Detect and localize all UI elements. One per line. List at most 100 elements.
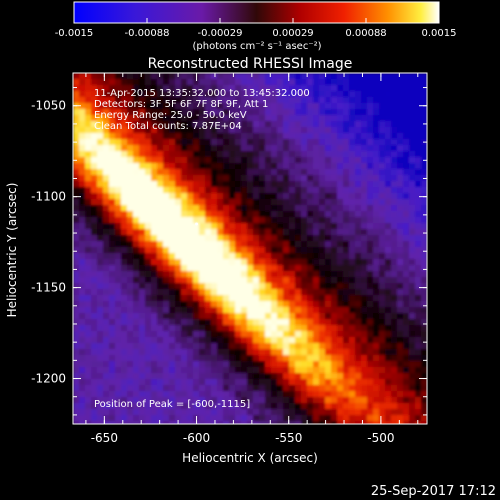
heatmap-cell xyxy=(415,355,422,362)
heatmap-cell xyxy=(325,79,332,86)
heatmap-cell xyxy=(283,325,290,332)
heatmap-cell xyxy=(421,289,427,296)
heatmap-cell xyxy=(121,307,128,314)
heatmap-cell xyxy=(223,367,230,374)
heatmap-cell xyxy=(289,235,296,242)
heatmap-cell xyxy=(349,73,356,80)
heatmap-cell xyxy=(127,217,134,224)
heatmap-cell xyxy=(235,139,242,146)
heatmap-cell xyxy=(409,379,416,386)
heatmap-cell xyxy=(307,127,314,134)
heatmap-cell xyxy=(193,295,200,302)
heatmap-cell xyxy=(175,139,182,146)
heatmap-cell xyxy=(355,265,362,272)
heatmap-cell xyxy=(193,121,200,128)
heatmap-cell xyxy=(361,211,368,218)
heatmap-cell xyxy=(373,205,380,212)
heatmap-cell xyxy=(103,361,110,368)
heatmap-cell xyxy=(325,109,332,116)
heatmap-cell xyxy=(301,379,308,386)
heatmap-cell xyxy=(367,349,374,356)
heatmap-cell xyxy=(391,151,398,158)
heatmap-cell xyxy=(271,283,278,290)
heatmap-cell xyxy=(193,337,200,344)
heatmap-cell xyxy=(79,175,86,182)
heatmap-cell xyxy=(373,343,380,350)
heatmap-cell xyxy=(97,121,104,128)
heatmap-cell xyxy=(367,235,374,242)
heatmap-cell xyxy=(109,325,116,332)
heatmap-cell xyxy=(91,175,98,182)
heatmap-cell xyxy=(247,97,254,104)
heatmap-cell xyxy=(169,403,176,410)
heatmap-cell xyxy=(79,79,86,86)
heatmap-cell xyxy=(187,385,194,392)
plot-frame xyxy=(72,72,428,425)
heatmap-cell xyxy=(151,415,158,422)
heatmap-cell xyxy=(253,349,260,356)
heatmap-cell xyxy=(277,265,284,272)
heatmap-cell xyxy=(247,325,254,332)
heatmap-cell xyxy=(211,229,218,236)
heatmap-cell xyxy=(271,133,278,140)
heatmap-cell xyxy=(139,367,146,374)
heatmap-cell xyxy=(313,331,320,338)
heatmap-cell xyxy=(109,307,116,314)
heatmap-cell xyxy=(421,271,427,278)
heatmap-cell xyxy=(217,415,224,422)
heatmap-cell xyxy=(307,343,314,350)
heatmap-cell xyxy=(259,391,266,398)
heatmap-cell xyxy=(97,79,104,86)
heatmap-cell xyxy=(91,187,98,194)
heatmap-cell xyxy=(325,397,332,404)
heatmap-cell xyxy=(271,85,278,92)
x-tick-label: -550 xyxy=(275,431,302,445)
heatmap-cell xyxy=(139,175,146,182)
heatmap-cell xyxy=(325,97,332,104)
heatmap-cell xyxy=(115,283,122,290)
heatmap-cell xyxy=(313,373,320,380)
heatmap-cell xyxy=(169,259,176,266)
heatmap-cell xyxy=(241,415,248,422)
heatmap-cell xyxy=(349,127,356,134)
heatmap-cell xyxy=(283,175,290,182)
heatmap-cell xyxy=(349,379,356,386)
heatmap-cell xyxy=(133,307,140,314)
heatmap-cell xyxy=(361,163,368,170)
heatmap-cell xyxy=(193,355,200,362)
heatmap-cell xyxy=(391,379,398,386)
heatmap-cell xyxy=(343,103,350,110)
heatmap-cell xyxy=(175,409,182,416)
heatmap-cell xyxy=(163,127,170,134)
heatmap-cell xyxy=(253,181,260,188)
heatmap-cell xyxy=(283,193,290,200)
heatmap-cell xyxy=(157,205,164,212)
heatmap-cell xyxy=(343,211,350,218)
heatmap-cell xyxy=(175,109,182,116)
heatmap-cell xyxy=(313,223,320,230)
heatmap-cell xyxy=(151,355,158,362)
annotation-counts: Clean Total counts: 7.87E+04 xyxy=(94,121,242,132)
heatmap-cell xyxy=(163,415,170,422)
heatmap-cell xyxy=(307,199,314,206)
heatmap-cell xyxy=(265,181,272,188)
heatmap-cell xyxy=(223,205,230,212)
heatmap-cell xyxy=(229,187,236,194)
heatmap-cell xyxy=(73,109,80,116)
heatmap-cell xyxy=(331,247,338,254)
heatmap-cell xyxy=(355,307,362,314)
heatmap-cell xyxy=(73,373,80,380)
heatmap-cell xyxy=(115,121,122,128)
heatmap-cell xyxy=(373,421,380,424)
heatmap-cell xyxy=(295,199,302,206)
heatmap-cell xyxy=(235,97,242,104)
heatmap-cell xyxy=(91,97,98,104)
heatmap-cell xyxy=(415,313,422,320)
heatmap-cell xyxy=(193,313,200,320)
heatmap-cell xyxy=(229,283,236,290)
heatmap-cell xyxy=(415,103,422,110)
heatmap-cell xyxy=(229,151,236,158)
heatmap-cell xyxy=(247,181,254,188)
heatmap-cell xyxy=(241,91,248,98)
